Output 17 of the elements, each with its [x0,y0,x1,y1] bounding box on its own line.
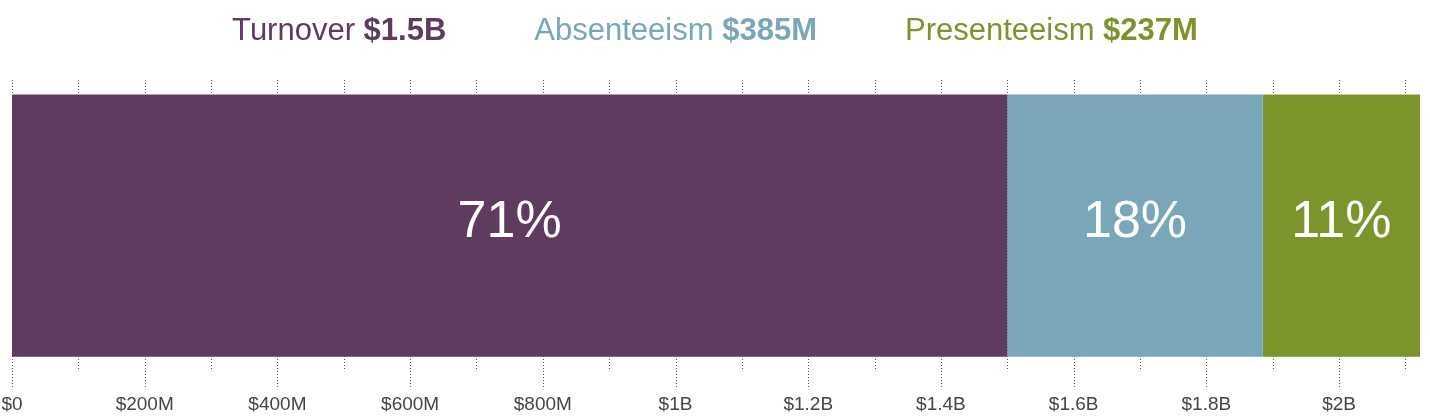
x-tick-label: $1.2B [783,392,834,414]
text: Presenteeism $237M [904,12,1198,47]
x-tick-label: $400M [248,392,307,414]
series-label: Turnover $1.5B [232,12,447,47]
annotation: 18% [1082,189,1188,248]
x-tick-label: $1.8B [1181,392,1232,414]
annotation: 71% [457,189,562,248]
x-tick-label: $1.6B [1048,392,1099,414]
x-tick-label: $200M [115,392,174,414]
x-tick-label: $800M [513,392,572,414]
text: Absenteeism $385M [534,12,817,47]
x-tick-label: $1B [658,392,693,414]
x-tick-label: $0 [1,392,23,414]
x-tick-label: $600M [381,392,440,414]
x-tick-label: $2B [1322,392,1356,414]
annotation: 11% [1291,189,1392,248]
x-tick-label: $1.4B [916,392,966,414]
